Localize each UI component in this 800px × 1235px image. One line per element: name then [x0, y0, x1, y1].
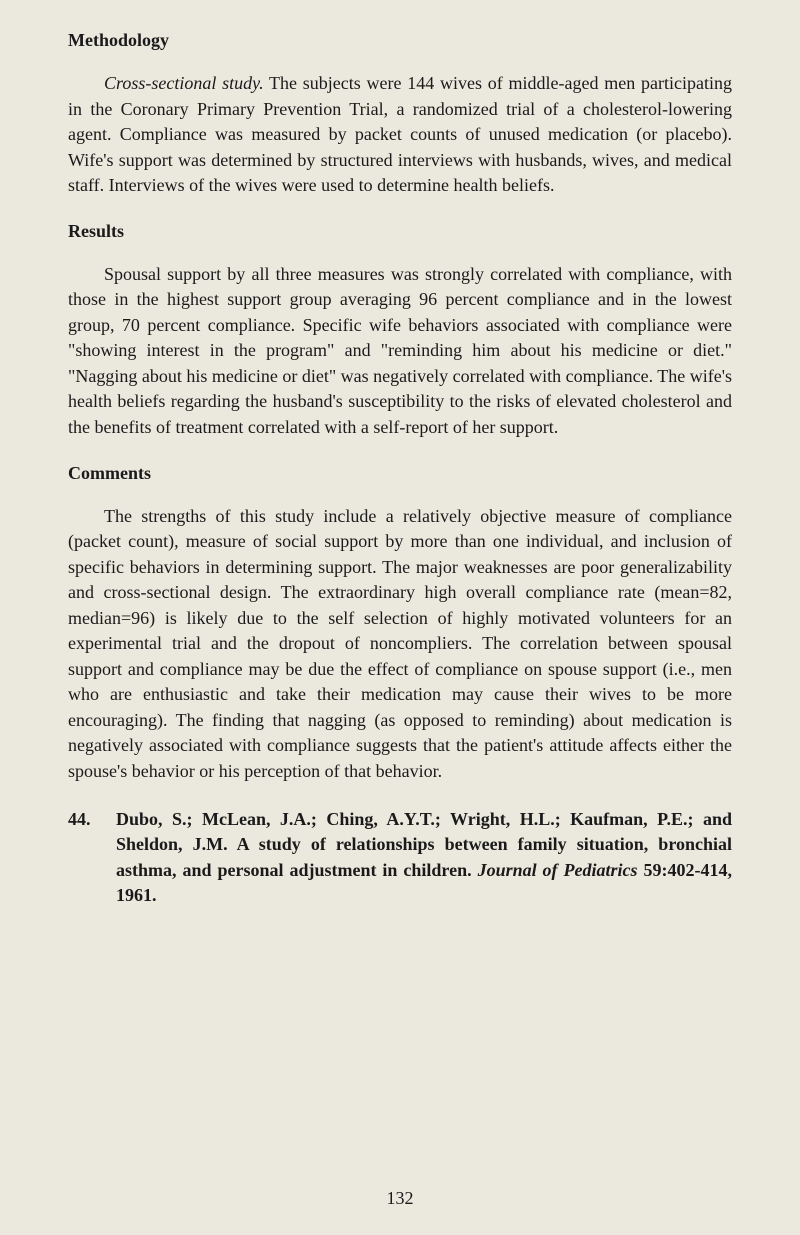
reference-journal: Journal of Pediatrics — [478, 860, 638, 880]
results-paragraph: Spousal support by all three measures wa… — [68, 262, 732, 441]
reference-text: Dubo, S.; McLean, J.A.; Ching, A.Y.T.; W… — [116, 807, 732, 909]
reference-entry: 44. Dubo, S.; McLean, J.A.; Ching, A.Y.T… — [68, 807, 732, 909]
reference-number: 44. — [68, 807, 116, 909]
methodology-lead: Cross-sectional study. — [104, 73, 264, 93]
page-number: 132 — [0, 1188, 800, 1209]
comments-paragraph: The strengths of this study include a re… — [68, 504, 732, 785]
results-heading: Results — [68, 221, 732, 242]
methodology-paragraph: Cross-sectional study. The subjects were… — [68, 71, 732, 199]
methodology-heading: Methodology — [68, 30, 732, 51]
comments-heading: Comments — [68, 463, 732, 484]
